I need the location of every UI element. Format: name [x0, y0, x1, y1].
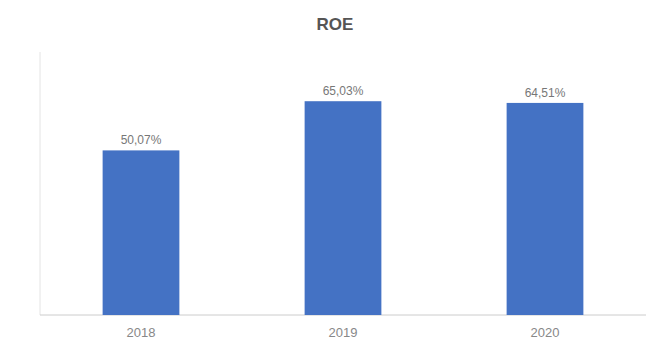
x-tick-label: 2018: [127, 325, 156, 340]
chart: ROE 50,07% 65,03% 64,51% 2018 2019 2020: [0, 0, 670, 357]
bar: [305, 101, 382, 315]
chart-container: ROE 50,07% 65,03% 64,51% 2018 2019 2020: [0, 0, 670, 357]
data-label: 65,03%: [323, 84, 364, 98]
data-label: 50,07%: [121, 133, 162, 147]
bars: [103, 101, 584, 315]
x-tick-label: 2019: [329, 325, 358, 340]
y-axis-line: [40, 52, 41, 315]
title: ROE: [317, 15, 354, 34]
x-tick-label: 2020: [531, 325, 560, 340]
data-label: 64,51%: [525, 86, 566, 100]
bar: [507, 103, 584, 315]
bar: [103, 150, 180, 315]
